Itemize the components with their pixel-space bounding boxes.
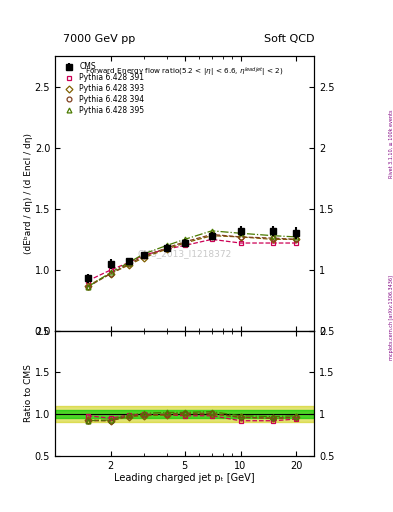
Text: 7000 GeV pp: 7000 GeV pp [63, 33, 135, 44]
Bar [55, 410, 314, 418]
Pythia 6.428 394 [238, 234, 243, 240]
Pythia 6.428 394 [141, 253, 146, 260]
Pythia 6.428 391 [85, 278, 90, 284]
Text: mcplots.cern.ch [arXiv:1306.3436]: mcplots.cern.ch [arXiv:1306.3436] [389, 275, 393, 360]
Pythia 6.428 394 [85, 284, 90, 290]
Legend: CMS, Pythia 6.428 391, Pythia 6.428 393, Pythia 6.428 394, Pythia 6.428 395: CMS, Pythia 6.428 391, Pythia 6.428 393,… [59, 60, 147, 117]
Pythia 6.428 394 [294, 237, 299, 243]
Pythia 6.428 394 [271, 235, 275, 241]
Y-axis label: (dEᵇard / dη) / (d Encl / dη): (dEᵇard / dη) / (d Encl / dη) [24, 133, 33, 254]
Pythia 6.428 394 [127, 261, 131, 267]
Line: Pythia 6.428 394: Pythia 6.428 394 [85, 232, 299, 289]
Pythia 6.428 395 [209, 228, 214, 234]
Pythia 6.428 395 [108, 269, 113, 275]
Line: Pythia 6.428 393: Pythia 6.428 393 [85, 233, 299, 288]
Pythia 6.428 395 [182, 237, 187, 243]
Text: Rivet 3.1.10, ≥ 100k events: Rivet 3.1.10, ≥ 100k events [389, 109, 393, 178]
Pythia 6.428 391 [108, 267, 113, 273]
Pythia 6.428 395 [271, 232, 275, 239]
Pythia 6.428 393 [141, 254, 146, 261]
Pythia 6.428 395 [141, 251, 146, 257]
Pythia 6.428 395 [127, 260, 131, 266]
Text: Soft QCD: Soft QCD [264, 33, 314, 44]
Pythia 6.428 391 [141, 252, 146, 258]
Pythia 6.428 394 [164, 245, 169, 251]
Pythia 6.428 393 [271, 237, 275, 243]
X-axis label: Leading charged jet pₜ [GeV]: Leading charged jet pₜ [GeV] [114, 473, 255, 483]
Pythia 6.428 391 [294, 240, 299, 246]
Pythia 6.428 395 [164, 242, 169, 248]
Pythia 6.428 393 [294, 237, 299, 243]
Pythia 6.428 393 [182, 240, 187, 246]
Text: CMS_2013_I1218372: CMS_2013_I1218372 [138, 249, 232, 259]
Pythia 6.428 393 [164, 246, 169, 252]
Pythia 6.428 394 [182, 239, 187, 245]
Pythia 6.428 391 [271, 240, 275, 246]
Pythia 6.428 394 [108, 270, 113, 276]
Pythia 6.428 395 [294, 234, 299, 240]
Pythia 6.428 393 [238, 234, 243, 240]
Text: Forward Energy flow ratio(5.2 < |$\eta$| < 6.6, $\eta$$^{leadjet}$| < 2): Forward Energy flow ratio(5.2 < |$\eta$|… [85, 65, 284, 77]
Line: Pythia 6.428 395: Pythia 6.428 395 [85, 228, 299, 289]
Y-axis label: Ratio to CMS: Ratio to CMS [24, 365, 33, 422]
Pythia 6.428 393 [85, 283, 90, 289]
Pythia 6.428 395 [85, 284, 90, 290]
Pythia 6.428 393 [127, 262, 131, 268]
Pythia 6.428 393 [209, 232, 214, 239]
Bar [55, 406, 314, 422]
Pythia 6.428 391 [238, 240, 243, 246]
Pythia 6.428 391 [182, 242, 187, 248]
Pythia 6.428 393 [108, 270, 113, 276]
Pythia 6.428 391 [209, 237, 214, 243]
Pythia 6.428 391 [164, 246, 169, 252]
Pythia 6.428 395 [238, 230, 243, 237]
Pythia 6.428 394 [209, 231, 214, 238]
Line: Pythia 6.428 391: Pythia 6.428 391 [85, 237, 299, 283]
Pythia 6.428 391 [127, 260, 131, 266]
